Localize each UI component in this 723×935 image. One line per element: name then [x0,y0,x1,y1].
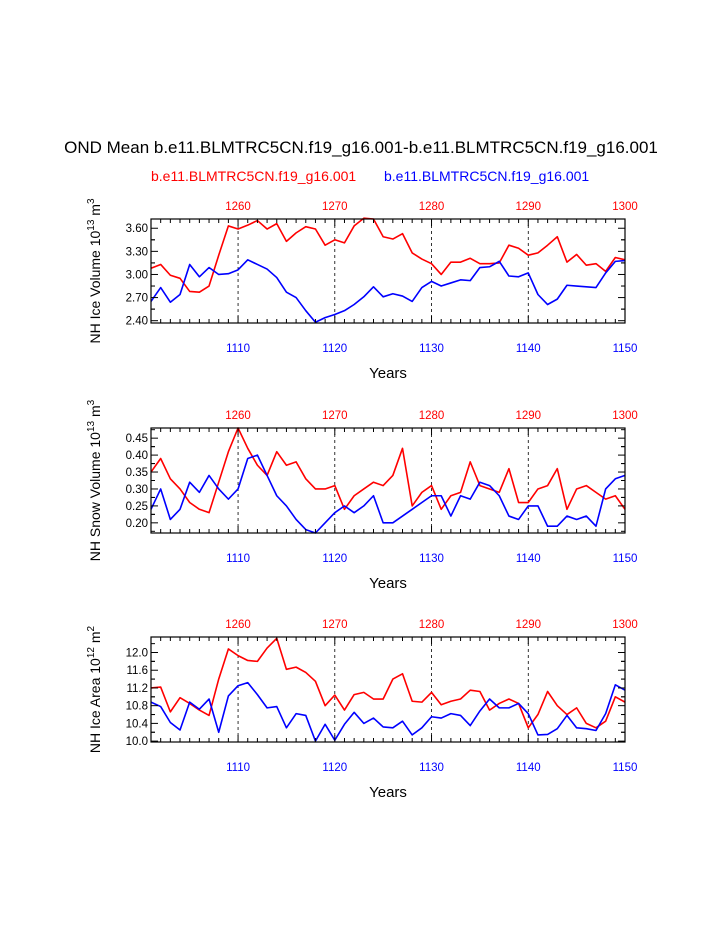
subtitle-left: b.e11.BLMTRC5CN.f19_g16.001 [151,168,356,184]
y-axis-title-part: 3 [86,399,97,405]
y-axis-title-part: 13 [86,420,97,432]
y-tick-label: 3.00 [126,269,148,281]
x-tick-label-bottom: 1150 [613,553,638,565]
y-axis-title-part: NH Ice Volume 10 [87,230,103,343]
y-axis-title-part: 2 [86,625,97,631]
x-tick-label-top: 1300 [612,201,638,213]
plot-frame [150,636,626,743]
x-tick-label-bottom: 1150 [613,343,638,355]
chart-panel-3: 1110 1120 1130 1140 1150 1260 1270 1280 1290 1300… [86,619,638,801]
x-tick-label-top: 1300 [612,619,638,631]
subtitle-right: b.e11.BLMTRC5CN.f19_g16.001 [384,168,589,184]
series-line-blue [150,454,626,534]
y-axis-title-part: 12 [86,647,97,659]
y-axis-title-part: 13 [86,219,97,231]
x-tick-label-bottom: 1150 [613,762,638,774]
x-tick-label-bottom: 1120 [322,343,347,355]
y-axis-title-part: m [87,405,103,421]
x-tick-label-top: 1270 [322,201,348,213]
x-tick-label-top: 1260 [225,410,251,422]
x-tick-label-bottom: 1130 [419,553,444,565]
y-axis-title-part: 3 [86,198,97,204]
y-axis-title: NH Ice Area 1012 m2 [86,625,103,753]
y-tick-label: 3.30 [126,246,148,258]
x-tick-label-bottom: 1140 [516,762,541,774]
y-tick-label: 11.2 [126,683,148,695]
y-axis-title-part: m [87,631,103,647]
x-tick-label-top: 1290 [515,201,541,213]
chart-panel-2: 1110 1120 1130 1140 1150 1260 1270 1280 1290 1300… [86,399,638,592]
x-tick-label-top: 1280 [419,619,445,631]
y-tick-label: 2.40 [126,316,148,328]
y-tick-label: 10.4 [126,718,149,730]
x-tick-label-top: 1290 [515,410,541,422]
plot-frame [150,218,626,324]
x-axis-title: Years [369,365,407,382]
y-axis-title-part: NH Ice Area 10 [87,658,103,753]
y-tick-label: 0.25 [126,501,148,513]
chart-panel-1: 1110 1120 1130 1140 1150 1260 1270 1280 1290 1300… [86,198,638,382]
x-tick-label-bottom: 1110 [226,762,250,774]
x-tick-label-bottom: 1130 [419,762,444,774]
x-tick-label-bottom: 1110 [226,343,250,355]
y-tick-label: 11.6 [126,665,148,677]
series-line-red [150,637,626,729]
y-tick-label: 0.40 [126,450,148,462]
x-axis-title: Years [369,575,407,592]
y-tick-label: 0.30 [126,484,148,496]
y-axis-title: NH Ice Volume 1013 m3 [86,198,103,344]
x-tick-label-bottom: 1130 [419,343,444,355]
y-tick-label: 3.60 [126,223,148,235]
series-line-blue [150,259,626,324]
y-tick-label: 10.0 [126,736,148,748]
x-tick-label-top: 1280 [419,201,445,213]
y-tick-label: 0.35 [126,467,148,479]
series-line-red [150,217,626,293]
y-tick-label: 12.0 [126,648,148,660]
x-tick-label-top: 1270 [322,619,348,631]
chart-title: OND Mean b.e11.BLMTRC5CN.f19_g16.001-b.e… [64,138,658,157]
x-tick-label-bottom: 1140 [516,343,541,355]
x-tick-label-top: 1280 [419,410,445,422]
y-axis-title-part: m [87,204,103,220]
y-axis-title-part: NH Snow Volume 10 [87,432,103,561]
x-tick-label-bottom: 1140 [516,553,541,565]
y-tick-label: 10.8 [126,701,148,713]
x-tick-label-top: 1300 [612,410,638,422]
x-tick-label-top: 1260 [225,201,251,213]
y-tick-label: 2.70 [126,293,148,305]
series-line-blue [150,681,626,742]
x-tick-label-bottom: 1120 [322,762,347,774]
y-tick-label: 0.20 [126,518,148,530]
y-tick-label: 0.45 [126,433,148,445]
series-line-red [150,427,626,514]
x-tick-label-top: 1270 [322,410,348,422]
x-tick-label-bottom: 1120 [322,553,347,565]
y-axis-title: NH Snow Volume 1013 m3 [86,399,103,561]
x-tick-label-top: 1290 [515,619,541,631]
x-tick-label-top: 1260 [225,619,251,631]
x-tick-label-bottom: 1110 [226,553,250,565]
x-axis-title: Years [369,784,407,801]
